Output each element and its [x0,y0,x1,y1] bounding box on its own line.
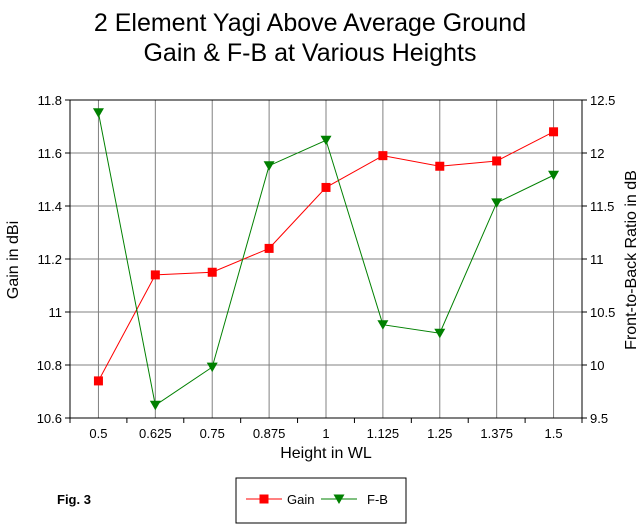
data-point-gain [264,243,274,253]
right-axis-ticks: 9.5 10 10.5 11 11.5 12 12.5 [582,93,615,426]
legend: Gain F-B [235,477,407,524]
series-layer [92,108,560,411]
right-tick-label: 10 [590,358,604,373]
chart-title-line-2: Gain & F-B at Various Heights [143,39,476,67]
legend-fb-marker [333,494,345,504]
data-point-f-b [206,362,218,373]
data-point-gain [321,182,331,192]
right-axis-label: Front-to-Back Ratio in dB [623,170,640,350]
right-tick-label: 9.5 [590,411,608,426]
legend-gain-label: Gain [287,492,314,507]
legend-gain-marker [259,494,269,504]
data-point-gain [93,376,103,386]
x-tick-label: 1 [322,426,329,441]
data-point-f-b [377,320,389,330]
left-axis-label: Gain in dBi [5,221,22,299]
x-axis-ticks: 0.5 0.625 0.75 0.875 1 1.125 1.25 1.375 1.5 [69,418,583,441]
x-tick-label: 1.5 [545,426,563,441]
right-tick-label: 12.5 [590,93,615,108]
data-point-f-b [263,161,275,171]
data-point-gain [207,267,217,277]
left-tick-label: 10.6 [37,411,62,426]
right-tick-label: 11 [590,252,604,267]
data-point-f-b [320,135,332,146]
data-point-gain [378,151,388,161]
legend-fb-label: F-B [367,492,388,507]
gridlines [70,99,582,419]
x-tick-label: 1.125 [367,426,400,441]
x-tick-label: 0.5 [89,426,107,441]
x-tick-label: 0.75 [200,426,225,441]
left-tick-label: 11.8 [38,93,62,108]
x-tick-label: 1.25 [427,426,452,441]
data-point-f-b [548,170,560,181]
data-point-f-b [434,328,446,339]
data-point-gain [549,127,559,137]
x-tick-label: 0.875 [253,426,286,441]
data-point-f-b [149,400,161,411]
left-tick-label: 10.8 [37,358,62,373]
left-tick-label: 11.6 [38,146,62,161]
left-tick-label: 11.2 [38,252,62,267]
x-axis-label: Height in WL [280,445,372,462]
right-tick-label: 12 [590,146,604,161]
data-point-gain [150,270,160,280]
left-tick-label: 11.4 [38,199,62,214]
left-tick-label: 11 [49,305,63,320]
x-tick-label: 0.625 [139,426,172,441]
figure-label: Fig. 3 [57,492,91,507]
right-tick-label: 10.5 [590,305,615,320]
chart-title-line-1: 2 Element Yagi Above Average Ground [94,9,526,37]
data-point-gain [435,161,445,171]
data-point-f-b [491,198,503,208]
right-tick-label: 11.5 [590,199,614,214]
x-tick-label: 1.375 [480,426,513,441]
data-point-f-b [92,108,104,118]
left-axis-ticks: 10.6 10.8 11 11.2 11.4 11.6 11.8 [37,93,70,426]
data-point-gain [492,156,502,166]
